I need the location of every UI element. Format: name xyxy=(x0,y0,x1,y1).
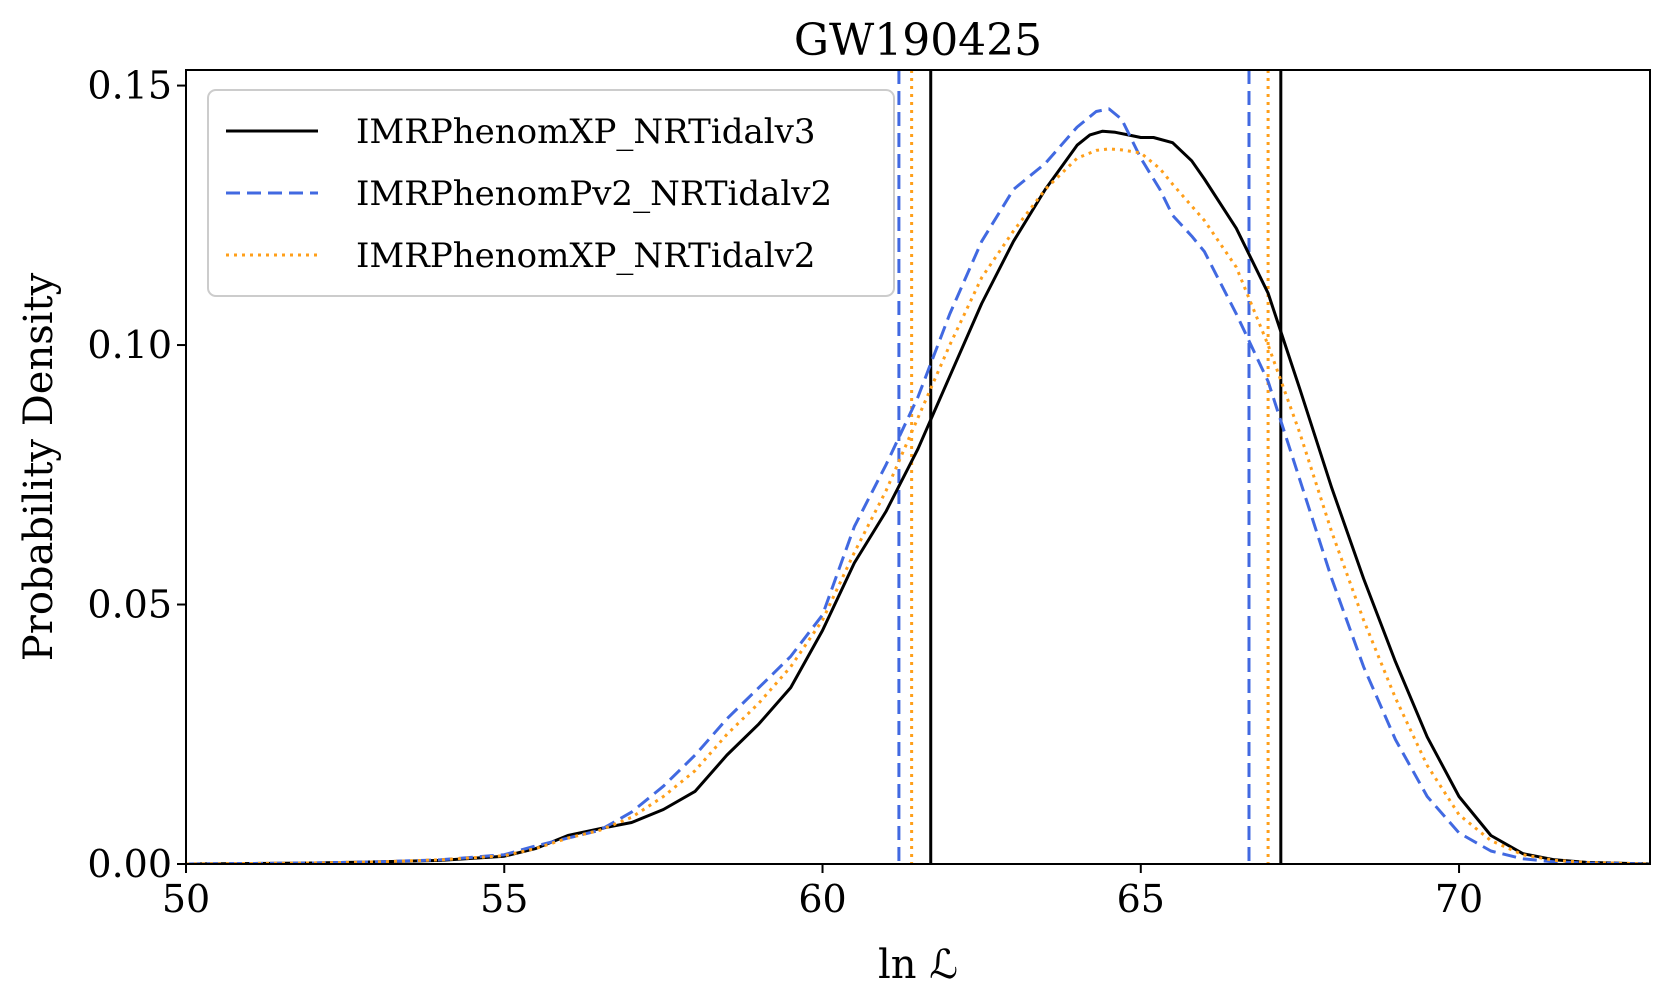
x-tick-label: 65 xyxy=(1117,877,1165,921)
x-tick-label: 55 xyxy=(480,877,528,921)
x-axis-label: ln ℒ xyxy=(878,942,958,988)
y-axis-label: Probability Density xyxy=(16,272,62,661)
x-tick-label: 70 xyxy=(1435,877,1483,921)
legend-label-imrphenompv2-nrtidalv2: IMRPhenomPv2_NRTidalv2 xyxy=(356,174,832,214)
y-tick-label: 0.10 xyxy=(87,323,172,367)
legend-label-imrphenomxp-nrtidalv3: IMRPhenomXP_NRTidalv3 xyxy=(356,112,815,152)
series-line-imrphenomxp-nrtidalv2 xyxy=(186,147,1650,864)
series-line-imrphenompv2-nrtidalv2 xyxy=(186,107,1650,864)
x-tick-label: 60 xyxy=(798,877,846,921)
axis-ticks: 50 55 60 65 70 0.00 0.05 0.10 0.15 xyxy=(87,64,1483,921)
legend: IMRPhenomXP_NRTidalv3 IMRPhenomPv2_NRTida… xyxy=(207,89,895,297)
chart-title: GW190425 xyxy=(794,15,1042,66)
y-tick-label: 0.05 xyxy=(87,583,172,627)
legend-label-imrphenomxp-nrtidalv2: IMRPhenomXP_NRTidalv2 xyxy=(356,236,815,276)
series-line-imrphenomxp-nrtidalv3 xyxy=(186,129,1650,864)
x-tick-label: 50 xyxy=(162,877,210,921)
plot-frame xyxy=(185,69,1651,865)
legend-box xyxy=(207,89,895,297)
y-tick-label: 0.15 xyxy=(87,64,172,108)
y-tick-label: 0.00 xyxy=(87,842,172,886)
plot-area xyxy=(186,70,1650,864)
